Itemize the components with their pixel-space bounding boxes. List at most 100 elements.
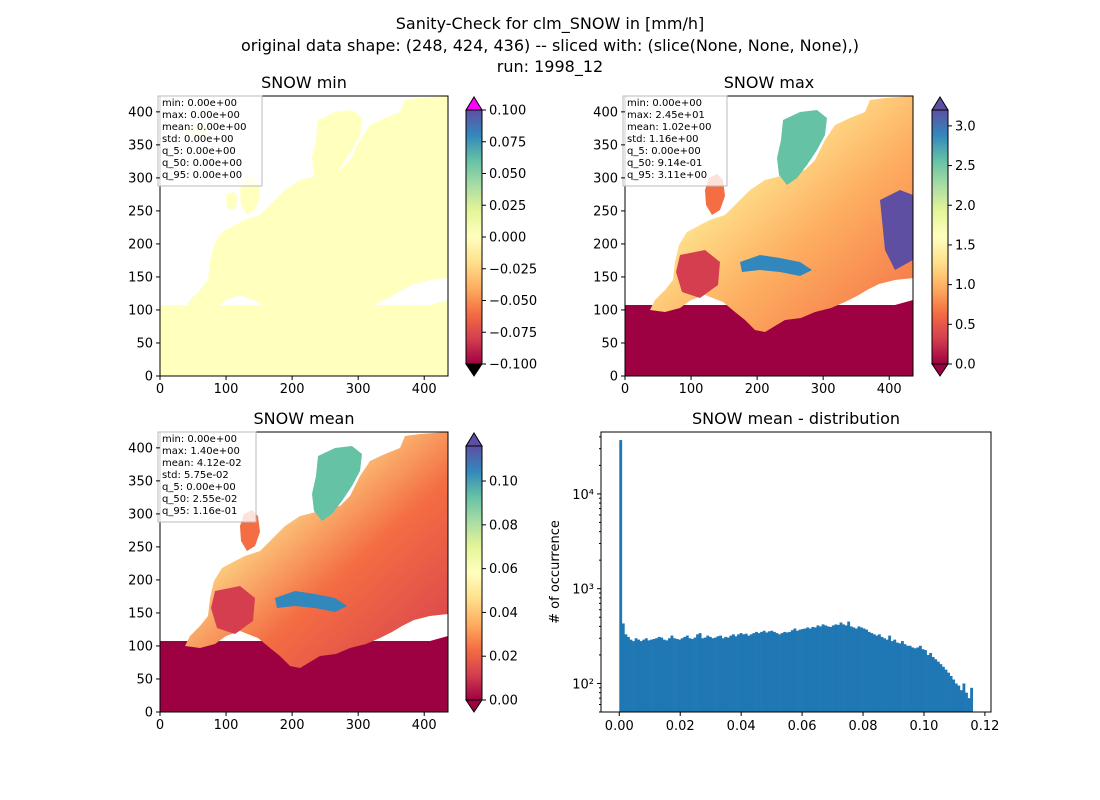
histogram-bar [749, 634, 753, 712]
colorbar-tick-label: 2.5 [955, 159, 976, 174]
histogram-bar [701, 638, 705, 712]
axes: 0 100 200 300 400 0 50 100 150 200 250 300 350 400 [128, 105, 436, 397]
y-tick-label: 0 [145, 706, 153, 721]
y-tick-label: 10³ [572, 583, 594, 598]
y-tick-label: 100 [593, 303, 618, 318]
y-tick-label: 50 [136, 672, 153, 687]
stats-box: min: 0.00e+00 max: 1.40e+00 mean: 4.12e-… [157, 431, 257, 523]
histogram-bar [619, 440, 623, 712]
histogram-bar [967, 698, 971, 712]
histogram-bar [936, 661, 940, 712]
histogram-bar [629, 639, 633, 712]
histogram-bar [885, 639, 889, 712]
x-tick-label: 0.12 [970, 719, 999, 734]
histogram-bar [844, 625, 848, 712]
axes: 0.00 0.02 0.04 0.06 0.08 0.10 0.12 10² 10³ 10⁴ [572, 436, 999, 734]
histogram-bar [962, 683, 966, 712]
y-tick-label: 300 [128, 171, 153, 186]
colorbar-gradient [931, 109, 949, 365]
histogram-bar [908, 645, 912, 712]
stats-line: q_5: 0.00e+00 [162, 482, 236, 493]
histogram-bar [806, 627, 810, 712]
stats-line: std: 5.75e-02 [162, 470, 229, 481]
histogram-bar [762, 630, 766, 712]
histogram-bar [965, 692, 968, 712]
histogram-bar [829, 626, 833, 712]
map-scandinavia [777, 110, 827, 185]
x-tick-label: 0.08 [849, 719, 878, 734]
histogram-bar [890, 641, 894, 712]
histogram-bar [772, 631, 776, 712]
y-tick-label: 200 [128, 237, 153, 252]
histogram-bar [811, 626, 815, 712]
colorbar: 0.10 0.08 0.06 0.04 0.02 0.00 [465, 432, 518, 713]
y-tick-label: 350 [128, 138, 153, 153]
histogram-bar [898, 643, 902, 712]
histogram-bar [780, 633, 784, 712]
histogram-bar [711, 638, 715, 712]
histogram-bar [744, 633, 748, 712]
histogram-bar [893, 639, 897, 712]
stats-line: std: 0.00e+00 [162, 134, 234, 145]
map-iberia [676, 250, 720, 298]
histogram-bar [767, 631, 771, 712]
histogram-bar [624, 634, 628, 712]
plot-frame [600, 431, 992, 713]
y-tick-label: 250 [128, 540, 153, 555]
histogram-bar [632, 641, 635, 712]
stats-line: q_5: 0.00e+00 [627, 146, 701, 157]
colorbar-tick-label: 0.000 [489, 231, 526, 246]
histogram-bar [801, 629, 804, 712]
x-tick-label: 400 [877, 382, 902, 397]
histogram-bar [901, 641, 904, 712]
stats-line: q_50: 0.00e+00 [162, 158, 242, 169]
histogram-bar [880, 636, 884, 712]
colorbar-tick-label: 0.10 [489, 475, 518, 490]
histogram-bar [770, 630, 774, 712]
histogram-bar [921, 649, 925, 712]
histogram-bar [760, 631, 764, 712]
histogram-bar [639, 641, 643, 712]
histogram-bar [952, 679, 956, 712]
histogram-bar [872, 634, 876, 712]
histogram-bar [944, 669, 948, 712]
colorbar-gradient [465, 445, 483, 701]
histogram-bar [734, 636, 738, 712]
histogram-bar [637, 639, 641, 712]
plot-frame [624, 95, 914, 377]
plot-frame [159, 95, 449, 377]
axes: 0 100 200 300 400 0 50 100 150 200 250 300 350 400 [593, 105, 901, 397]
histogram-bar [721, 638, 725, 712]
figure-title-line-1: Sanity-Check for clm_SNOW in [mm/h] [396, 14, 704, 34]
colorbar-tick-label: −0.025 [489, 262, 537, 277]
colorbar-tick-label: 0.0 [955, 358, 976, 373]
colorbar-tick-label: 0.06 [489, 562, 518, 577]
panel-snow-min: SNOW min min: 0.00e+00 max: 0.00e+00 mea… [128, 73, 537, 397]
figure-title-line-3: run: 1998_12 [497, 57, 603, 77]
histogram-bar [895, 642, 899, 712]
histogram-bar [913, 648, 917, 712]
stats-line: q_50: 2.55e-02 [162, 494, 237, 505]
colorbar-tick-label: 0.02 [489, 650, 518, 665]
histogram-bar [667, 638, 671, 712]
y-tick-label: 0 [145, 370, 153, 385]
histogram-bar [714, 637, 717, 712]
x-tick-label: 0.02 [666, 719, 695, 734]
histogram-bar [716, 636, 720, 712]
histogram-bar [747, 635, 751, 712]
histogram-bar [642, 639, 646, 712]
histogram-bar [947, 672, 950, 712]
histogram-bar [626, 636, 630, 712]
x-tick-label: 300 [346, 382, 371, 397]
histogram-bar [726, 637, 730, 712]
x-tick-label: 100 [214, 382, 239, 397]
histogram-bar [813, 627, 817, 712]
histogram-bar [847, 621, 851, 712]
x-tick-label: 0.10 [909, 719, 938, 734]
histogram-bar [852, 627, 856, 712]
histogram-bar [926, 654, 930, 712]
map-scandinavia [312, 446, 362, 521]
histogram-bar [685, 635, 689, 712]
stats-line: std: 1.16e+00 [627, 134, 699, 145]
histogram-bar [665, 640, 669, 712]
